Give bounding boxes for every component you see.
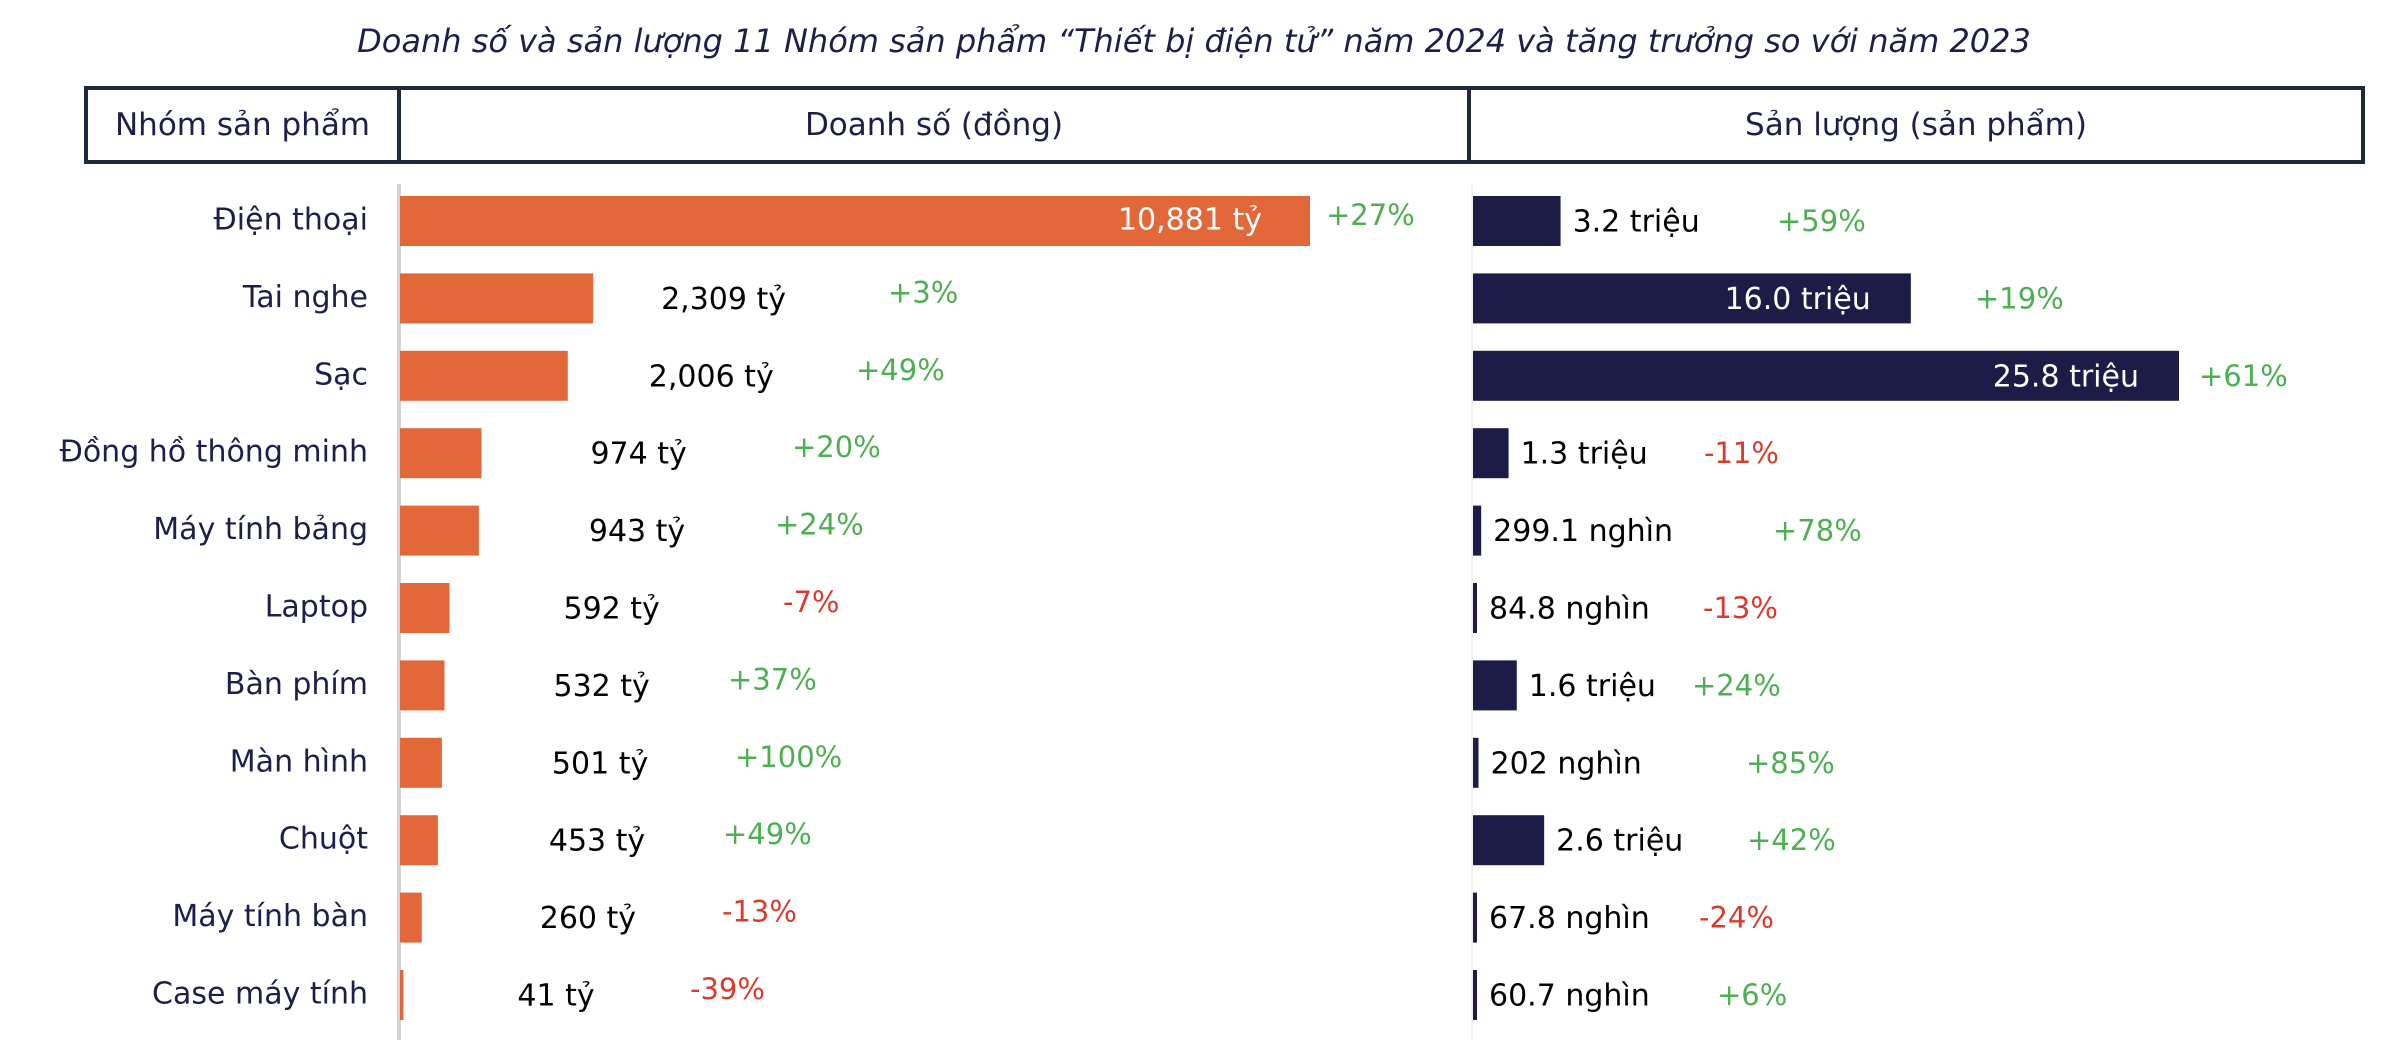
volume-growth-label: -11% <box>1704 436 1779 470</box>
volume-value-label: 16.0 triệu <box>1725 282 1871 317</box>
category-label: Case máy tính <box>152 977 368 1012</box>
volume-growth-label: +6% <box>1717 978 1787 1012</box>
category-label: Laptop <box>265 590 368 625</box>
chart-title: Doanh số và sản lượng 11 Nhóm sản phẩm “… <box>357 22 2031 60</box>
revenue-value-label: 974 tỷ <box>590 437 686 472</box>
volume-bar <box>1473 196 1561 246</box>
category-label: Điện thoại <box>214 203 368 238</box>
revenue-value-label: 592 tỷ <box>564 592 660 627</box>
volume-bar <box>1473 583 1477 633</box>
revenue-growth-label: -13% <box>722 895 797 929</box>
volume-value-label: 84.8 nghìn <box>1489 592 1650 627</box>
revenue-growth-label: +49% <box>723 817 812 851</box>
volume-growth-label: +19% <box>1975 281 2064 315</box>
volume-value-label: 2.6 triệu <box>1556 824 1683 859</box>
volume-growth-label: +59% <box>1777 204 1866 238</box>
volume-growth-label: -24% <box>1699 901 1774 935</box>
volume-growth-label: +61% <box>2199 359 2288 393</box>
revenue-value-label: 2,309 tỷ <box>661 282 786 317</box>
volume-value-label: 1.3 triệu <box>1521 437 1648 472</box>
header-divider-2 <box>1467 86 1471 164</box>
revenue-growth-label: +3% <box>888 275 958 309</box>
volume-bar <box>1473 737 1479 788</box>
volume-bar <box>1473 505 1482 556</box>
revenue-bar <box>400 737 442 788</box>
category-label: Máy tính bàn <box>172 899 368 934</box>
revenue-growth-label: +100% <box>735 740 842 774</box>
revenue-bar <box>400 660 445 711</box>
volume-value-label: 1.6 triệu <box>1529 669 1656 704</box>
category-label: Chuột <box>279 822 368 857</box>
revenue-growth-label: -39% <box>690 972 765 1006</box>
category-label: Tai nghe <box>242 280 368 315</box>
header-revenue: Doanh số (đồng) <box>804 107 1064 143</box>
revenue-value-label: 260 tỷ <box>540 901 636 936</box>
category-label: Đồng hồ thông minh <box>60 435 368 470</box>
revenue-bar <box>400 583 450 633</box>
volume-bar <box>1473 970 1477 1020</box>
category-label: Sạc <box>314 357 368 392</box>
revenue-value-label: 532 tỷ <box>553 669 649 704</box>
revenue-value-label: 501 tỷ <box>552 746 648 781</box>
header-volume: Sản lượng (sản phẩm) <box>1745 107 2087 143</box>
revenue-bar <box>400 273 594 324</box>
volume-value-label: 67.8 nghìn <box>1489 901 1650 936</box>
category-label: Bàn phím <box>225 667 368 702</box>
category-label: Màn hình <box>230 744 368 779</box>
revenue-value-label: 41 tỷ <box>517 979 594 1014</box>
revenue-bar <box>400 892 422 943</box>
volume-bar <box>1473 350 2179 401</box>
volume-growth-label: +42% <box>1747 823 1836 857</box>
revenue-bar <box>400 196 1310 246</box>
volume-bar <box>1473 660 1517 711</box>
revenue-growth-label: +24% <box>775 508 864 542</box>
volume-value-label: 3.2 triệu <box>1573 205 1700 240</box>
header-divider-1 <box>397 86 401 164</box>
volume-bar <box>1473 815 1545 866</box>
category-label: Máy tính bảng <box>153 512 368 547</box>
volume-bar <box>1473 428 1509 479</box>
volume-growth-label: +78% <box>1773 514 1862 548</box>
volume-value-label: 299.1 nghìn <box>1493 514 1673 549</box>
volume-value-label: 202 nghìn <box>1491 746 1642 781</box>
volume-value-label: 25.8 triệu <box>1993 359 2139 394</box>
volume-growth-label: +24% <box>1692 668 1781 702</box>
revenue-bar <box>400 350 568 401</box>
revenue-growth-label: +49% <box>856 353 945 387</box>
revenue-growth-label: +27% <box>1326 198 1415 232</box>
volume-bar <box>1473 273 1911 324</box>
revenue-bar <box>400 970 404 1020</box>
revenue-growth-label: +20% <box>792 430 881 464</box>
volume-growth-label: +85% <box>1746 746 1835 780</box>
volume-bar <box>1473 892 1477 943</box>
header-group: Nhóm sản phẩm <box>114 107 371 143</box>
revenue-bar <box>400 505 479 556</box>
revenue-bar <box>400 428 482 479</box>
revenue-value-label: 2,006 tỷ <box>649 359 774 394</box>
volume-growth-label: -13% <box>1703 591 1778 625</box>
revenue-value-label: 10,881 tỷ <box>1118 203 1262 238</box>
volume-value-label: 60.7 nghìn <box>1489 979 1650 1014</box>
revenue-value-label: 943 tỷ <box>589 514 685 549</box>
header-box <box>84 86 2365 164</box>
revenue-value-label: 453 tỷ <box>549 824 645 859</box>
revenue-growth-label: +37% <box>728 662 817 696</box>
revenue-bar <box>400 815 438 866</box>
revenue-growth-label: -7% <box>783 585 839 619</box>
